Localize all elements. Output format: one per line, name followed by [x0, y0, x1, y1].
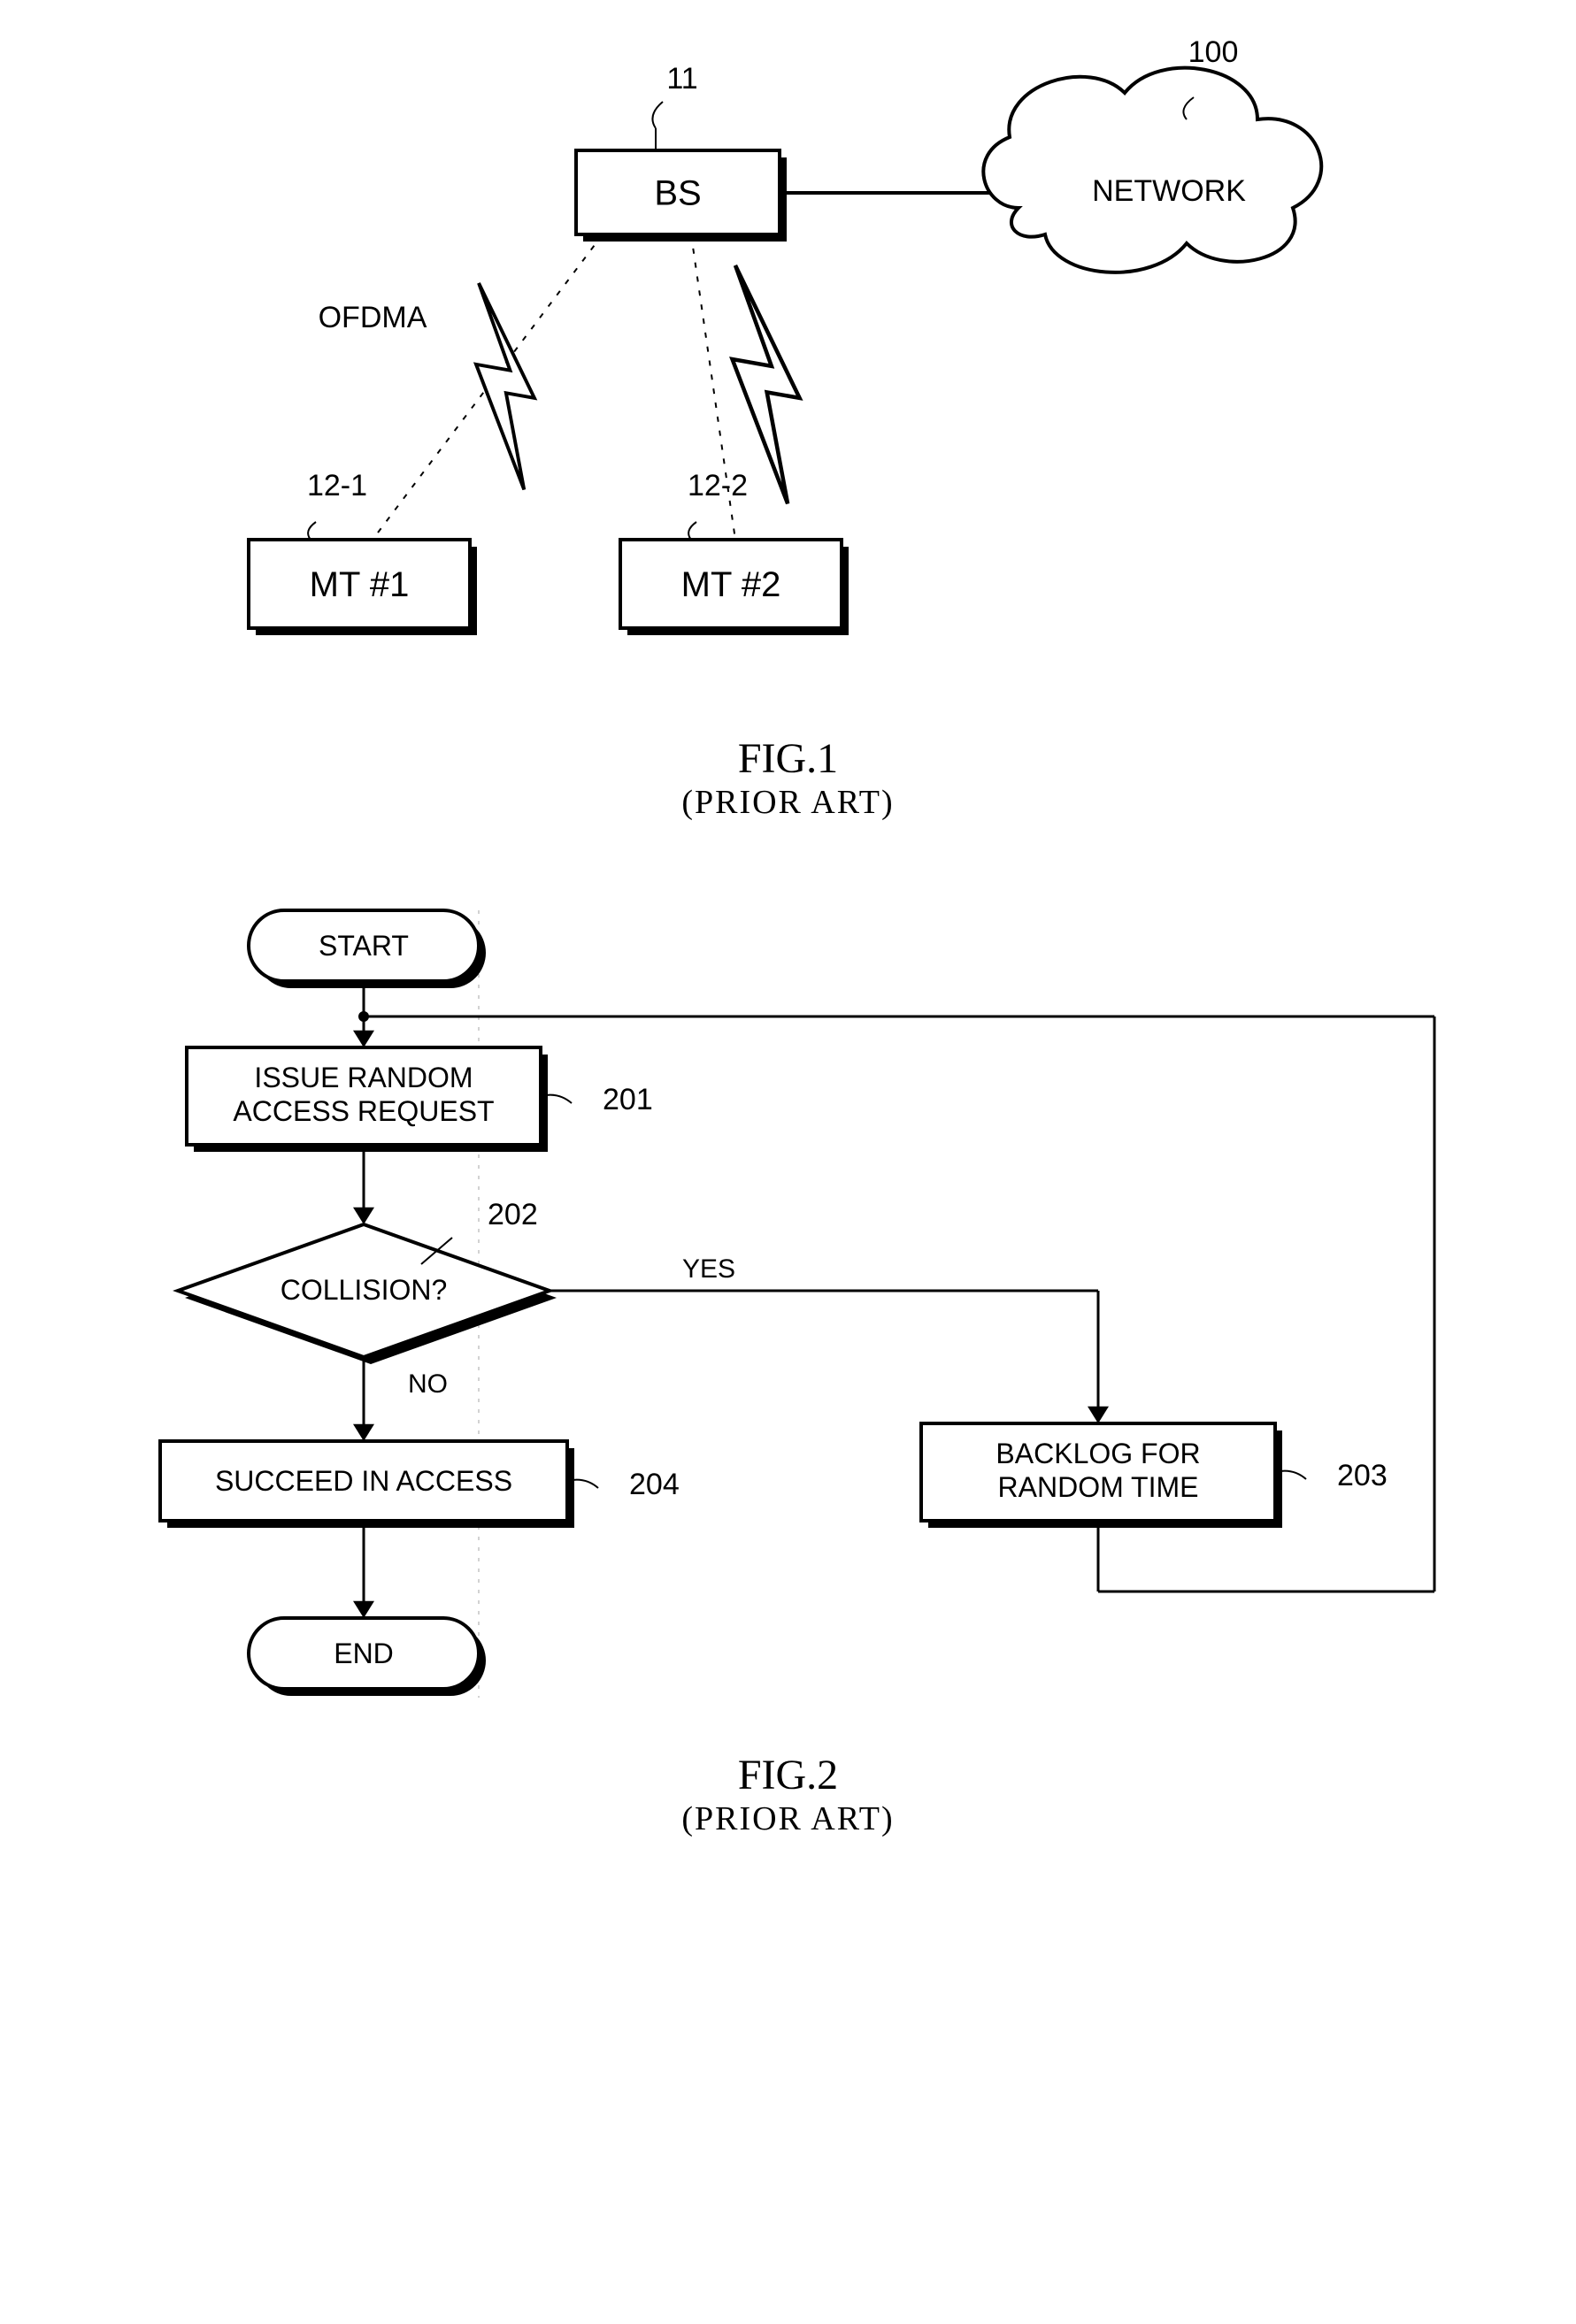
svg-text:100: 100 [1188, 35, 1238, 69]
svg-text:NETWORK: NETWORK [1092, 174, 1246, 208]
svg-text:12-1: 12-1 [306, 469, 366, 502]
fig2-subtitle: (PRIOR ART) [36, 1799, 1541, 1838]
svg-text:203: 203 [1337, 1459, 1388, 1492]
svg-text:202: 202 [488, 1198, 538, 1231]
svg-text:MT #1: MT #1 [309, 565, 409, 604]
figure-1-diagram: BS 11 NETWORK 100 OFDMA MT #1 12-1 MT #2 12-2 [36, 35, 1541, 725]
svg-text:12-2: 12-2 [687, 469, 747, 502]
svg-text:NO: NO [408, 1369, 448, 1399]
figure-2-caption: FIG.2 (PRIOR ART) [36, 1751, 1541, 1838]
svg-text:201: 201 [603, 1083, 653, 1116]
svg-text:OFDMA: OFDMA [318, 301, 427, 334]
svg-text:SUCCEED IN ACCESS: SUCCEED IN ACCESS [214, 1465, 511, 1497]
svg-text:11: 11 [666, 62, 697, 96]
svg-text:BS: BS [654, 174, 701, 213]
fig1-title: FIG.1 [36, 734, 1541, 783]
svg-text:RANDOM TIME: RANDOM TIME [997, 1471, 1198, 1503]
svg-text:ACCESS REQUEST: ACCESS REQUEST [233, 1095, 494, 1127]
svg-text:ISSUE RANDOM: ISSUE RANDOM [254, 1062, 473, 1093]
svg-text:START: START [319, 930, 409, 962]
svg-text:MT #2: MT #2 [680, 565, 780, 604]
fig2-title: FIG.2 [36, 1751, 1541, 1799]
figure-2-flowchart: START ISSUE RANDOMACCESS REQUEST 201 COLLIS… [36, 875, 1541, 1742]
svg-text:204: 204 [629, 1468, 680, 1501]
svg-text:YES: YES [682, 1254, 735, 1284]
figure-1-caption: FIG.1 (PRIOR ART) [36, 734, 1541, 822]
svg-text:BACKLOG FOR: BACKLOG FOR [996, 1438, 1200, 1469]
svg-text:COLLISION?: COLLISION? [280, 1274, 447, 1306]
svg-text:END: END [334, 1638, 394, 1669]
fig1-subtitle: (PRIOR ART) [36, 783, 1541, 822]
